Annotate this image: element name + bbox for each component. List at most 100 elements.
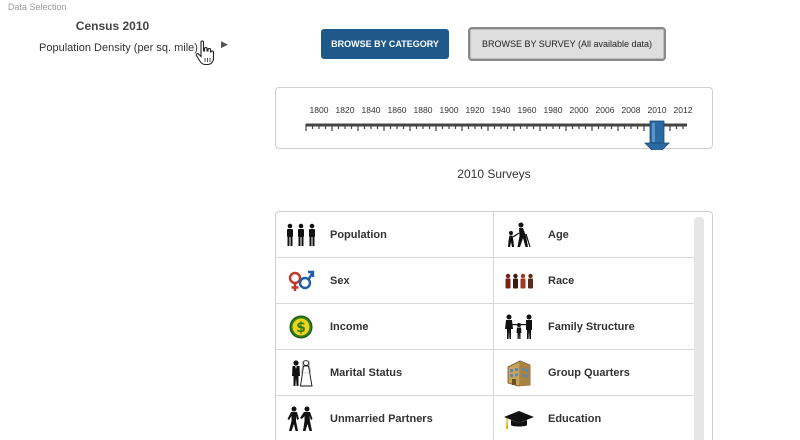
sex-icon — [285, 266, 317, 296]
timeline-tick — [376, 124, 379, 129]
timeline-year-label[interactable]: 1860 — [388, 105, 407, 115]
timeline-year-label[interactable]: 1800 — [310, 105, 329, 115]
timeline-year-label[interactable]: 1880 — [414, 105, 433, 115]
timeline-tick — [428, 124, 431, 129]
marital-status-icon — [285, 358, 317, 388]
timeline-tick — [623, 124, 626, 129]
survey-item-label: Unmarried Partners — [330, 412, 433, 425]
timeline-year-label[interactable]: 1820 — [336, 105, 355, 115]
timeline-tick — [558, 124, 561, 129]
timeline-tick — [448, 124, 450, 129]
timeline-tick — [539, 124, 541, 131]
expand-arrow-icon[interactable]: ▶ — [221, 39, 228, 49]
timeline-tick — [675, 124, 678, 129]
timeline-tick — [506, 124, 509, 129]
timeline-tick — [565, 124, 567, 131]
timeline-tick — [682, 124, 684, 129]
timeline-tick — [389, 124, 392, 129]
timeline-tick — [617, 124, 619, 131]
timeline-tick — [526, 124, 528, 129]
timeline-tick — [383, 124, 385, 131]
survey-item-group-quarters[interactable]: Group Quarters — [494, 350, 694, 396]
survey-item-family-structure[interactable]: Family Structure — [494, 304, 694, 350]
race-icon — [503, 266, 535, 296]
browse-by-category-button[interactable]: BROWSE BY CATEGORY — [321, 29, 449, 59]
timeline-year-label[interactable]: 1940 — [492, 105, 511, 115]
timeline-year-label[interactable]: 1960 — [518, 105, 537, 115]
survey-item-label: Race — [548, 274, 575, 287]
timeline-tick — [532, 124, 535, 129]
census-title: Census 2010 — [75, 19, 150, 33]
survey-item-population[interactable]: Population — [276, 212, 494, 258]
data-selection-label: Data Selection — [8, 2, 67, 12]
timeline-year-label[interactable]: 1920 — [466, 105, 485, 115]
surveys-heading: 2010 Surveys — [457, 167, 531, 181]
timeline-tick — [441, 124, 444, 129]
timeline-year-label[interactable]: 2000 — [570, 105, 589, 115]
survey-item-label: Education — [548, 412, 602, 425]
timeline-year-label[interactable]: 1840 — [362, 105, 381, 115]
survey-item-age[interactable]: Age — [494, 212, 694, 258]
income-icon: $ — [285, 312, 317, 342]
survey-item-unmarried-partners[interactable]: Unmarried Partners — [276, 396, 494, 440]
timeline-slider[interactable]: 1800 1820 1840 1860 1880 1900 1920 1940 1960 1980… — [276, 88, 714, 150]
timeline-tick — [435, 124, 437, 131]
timeline-tick — [597, 124, 600, 129]
timeline-tick — [363, 124, 366, 129]
survey-item-label: Age — [548, 228, 569, 241]
timeline-tick — [552, 124, 554, 129]
survey-item-race[interactable]: Race — [494, 258, 694, 304]
timeline-tick — [415, 124, 418, 129]
unmarried-partners-icon — [285, 404, 317, 434]
census-subtitle[interactable]: Population Density (per sq. mile) — [39, 42, 198, 54]
year-timeline[interactable]: 1800 1820 1840 1860 1880 1900 1920 1940 1960 1980… — [275, 87, 714, 150]
timeline-tick — [396, 124, 398, 129]
timeline-year-label[interactable]: 2012 — [674, 105, 693, 115]
survey-item-label: Marital Status — [330, 366, 403, 379]
timeline-tick — [467, 124, 470, 129]
browse-by-survey-button[interactable]: BROWSE BY SURVEY (All available data) — [468, 27, 666, 61]
timeline-year-label[interactable]: 1980 — [544, 105, 563, 115]
timeline-tick — [305, 124, 307, 131]
survey-item-education[interactable]: Education — [494, 396, 694, 440]
timeline-year-label[interactable]: 1900 — [440, 105, 459, 115]
timeline-tick — [584, 124, 587, 129]
timeline-axis — [306, 123, 687, 127]
survey-item-label: Group Quarters — [548, 366, 630, 379]
timeline-tick — [402, 124, 405, 129]
timeline-tick — [422, 124, 424, 129]
timeline-tick — [311, 124, 314, 129]
survey-item-sex[interactable]: Sex — [276, 258, 494, 304]
population-icon — [285, 220, 317, 250]
timeline-tick — [591, 124, 593, 131]
hand-pointer-icon — [195, 40, 215, 66]
timeline-year-label[interactable]: 2006 — [596, 105, 615, 115]
family-structure-icon — [503, 312, 535, 342]
timeline-tick — [669, 124, 671, 131]
timeline-year-label[interactable]: 2010 — [648, 105, 667, 115]
survey-item-marital-status[interactable]: Marital Status — [276, 350, 494, 396]
timeline-tick — [454, 124, 457, 129]
age-icon — [503, 220, 535, 250]
survey-item-label: Sex — [330, 274, 350, 287]
timeline-tick — [318, 124, 320, 129]
timeline-tick — [474, 124, 476, 129]
timeline-tick — [513, 124, 515, 131]
timeline-tick — [487, 124, 489, 131]
timeline-tick — [630, 124, 632, 129]
timeline-tick — [500, 124, 502, 129]
timeline-tick — [370, 124, 372, 129]
timeline-selected-marker[interactable] — [644, 120, 670, 150]
timeline-tick — [350, 124, 353, 129]
survey-category-grid: Population Age — [275, 211, 713, 440]
grid-scrollbar[interactable] — [694, 217, 704, 440]
survey-item-income[interactable]: $ Income — [276, 304, 494, 350]
survey-item-label: Population — [330, 228, 387, 241]
survey-item-label: Income — [330, 320, 369, 333]
timeline-tick — [324, 124, 327, 129]
survey-item-label: Family Structure — [548, 320, 635, 333]
timeline-tick — [571, 124, 574, 129]
timeline-year-label[interactable]: 2008 — [622, 105, 641, 115]
timeline-tick — [545, 124, 548, 129]
timeline-tick — [493, 124, 496, 129]
